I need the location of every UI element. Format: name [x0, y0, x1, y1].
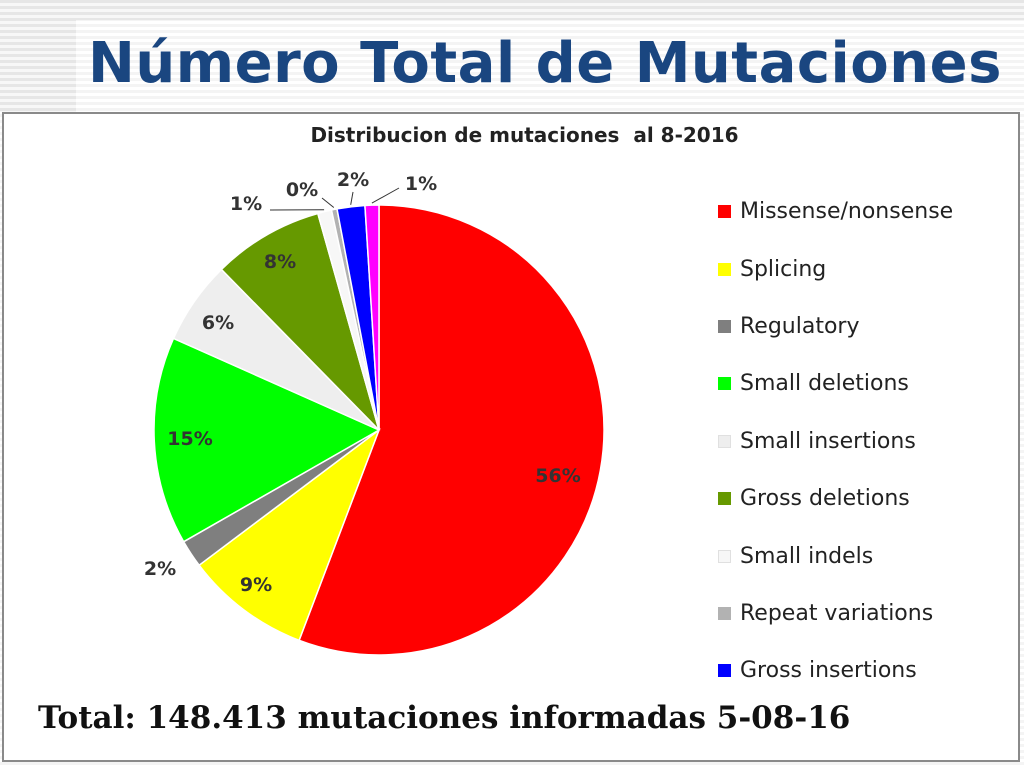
chart-legend: Missense/nonsense Splicing Regulatory Small…	[718, 183, 1018, 700]
legend-item: Gross deletions	[718, 470, 1018, 527]
legend-label: Small insertions	[740, 428, 916, 454]
leader-line	[321, 197, 335, 208]
pie-data-label: 8%	[264, 251, 296, 273]
legend-swatch	[718, 262, 731, 276]
legend-item: Repeat variations	[718, 585, 1018, 642]
total-mutations-text: Total: 148.413 mutaciones informadas 5-0…	[38, 700, 851, 736]
pie-slice-gross-deletions	[220, 212, 380, 431]
legend-item: Regulatory	[718, 298, 1018, 355]
legend-label: Small deletions	[740, 371, 909, 397]
pie-data-label: 56%	[535, 465, 580, 487]
legend-item: Splicing	[718, 240, 1018, 297]
pie-data-label: 1%	[230, 193, 262, 215]
legend-item: Small insertions	[718, 413, 1018, 470]
pie-data-label: 15%	[167, 428, 212, 450]
chart-title: Distribucion de mutaciones al 8-2016	[310, 123, 739, 147]
pie-slice-splicing	[198, 427, 381, 642]
page-title: Número Total de Mutaciones	[88, 31, 1002, 96]
legend-item: Gross insertions	[718, 642, 1018, 699]
legend-swatch	[718, 377, 731, 391]
legend-label: Gross deletions	[740, 486, 910, 512]
legend-label: Splicing	[740, 256, 827, 282]
legend-swatch	[718, 205, 731, 219]
legend-label: Regulatory	[740, 313, 860, 339]
pie-slice-unlabeled	[364, 204, 380, 431]
legend-item: Small indels	[718, 527, 1018, 584]
pie-data-label: 0%	[286, 179, 318, 201]
pie-data-label: 2%	[337, 169, 369, 191]
legend-label: Missense/nonsense	[740, 199, 954, 225]
pie-data-label: 2%	[144, 558, 176, 580]
legend-swatch	[718, 606, 731, 620]
legend-swatch	[718, 434, 731, 448]
legend-label: Small indels	[740, 543, 874, 569]
leader-line	[371, 187, 400, 204]
pie-slice-missense-nonsense	[298, 204, 605, 656]
legend-swatch	[718, 664, 731, 678]
legend-item: Small deletions	[718, 355, 1018, 412]
pie-slice-small-deletions	[153, 337, 381, 543]
legend-swatch	[718, 319, 731, 333]
legend-label: Gross insertions	[740, 658, 917, 684]
corner-decoration	[0, 0, 76, 112]
legend-swatch	[718, 549, 731, 563]
pie-data-label: 9%	[240, 574, 272, 596]
pie-data-label: 1%	[405, 173, 437, 195]
leader-line	[350, 191, 354, 205]
legend-swatch	[718, 492, 731, 506]
legend-label: Repeat variations	[740, 600, 934, 626]
legend-item: Missense/nonsense	[718, 183, 1018, 240]
pie-data-label: 6%	[202, 312, 234, 334]
top-band-decoration	[76, 0, 1024, 20]
